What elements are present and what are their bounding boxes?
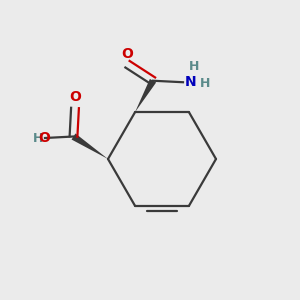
Polygon shape bbox=[71, 134, 108, 159]
Text: O: O bbox=[38, 131, 50, 145]
Text: N: N bbox=[184, 75, 196, 89]
Text: H: H bbox=[200, 77, 210, 90]
Text: H: H bbox=[33, 131, 44, 145]
Text: O: O bbox=[122, 47, 134, 61]
Text: O: O bbox=[69, 90, 81, 104]
Text: H: H bbox=[189, 60, 200, 73]
Polygon shape bbox=[135, 79, 156, 112]
